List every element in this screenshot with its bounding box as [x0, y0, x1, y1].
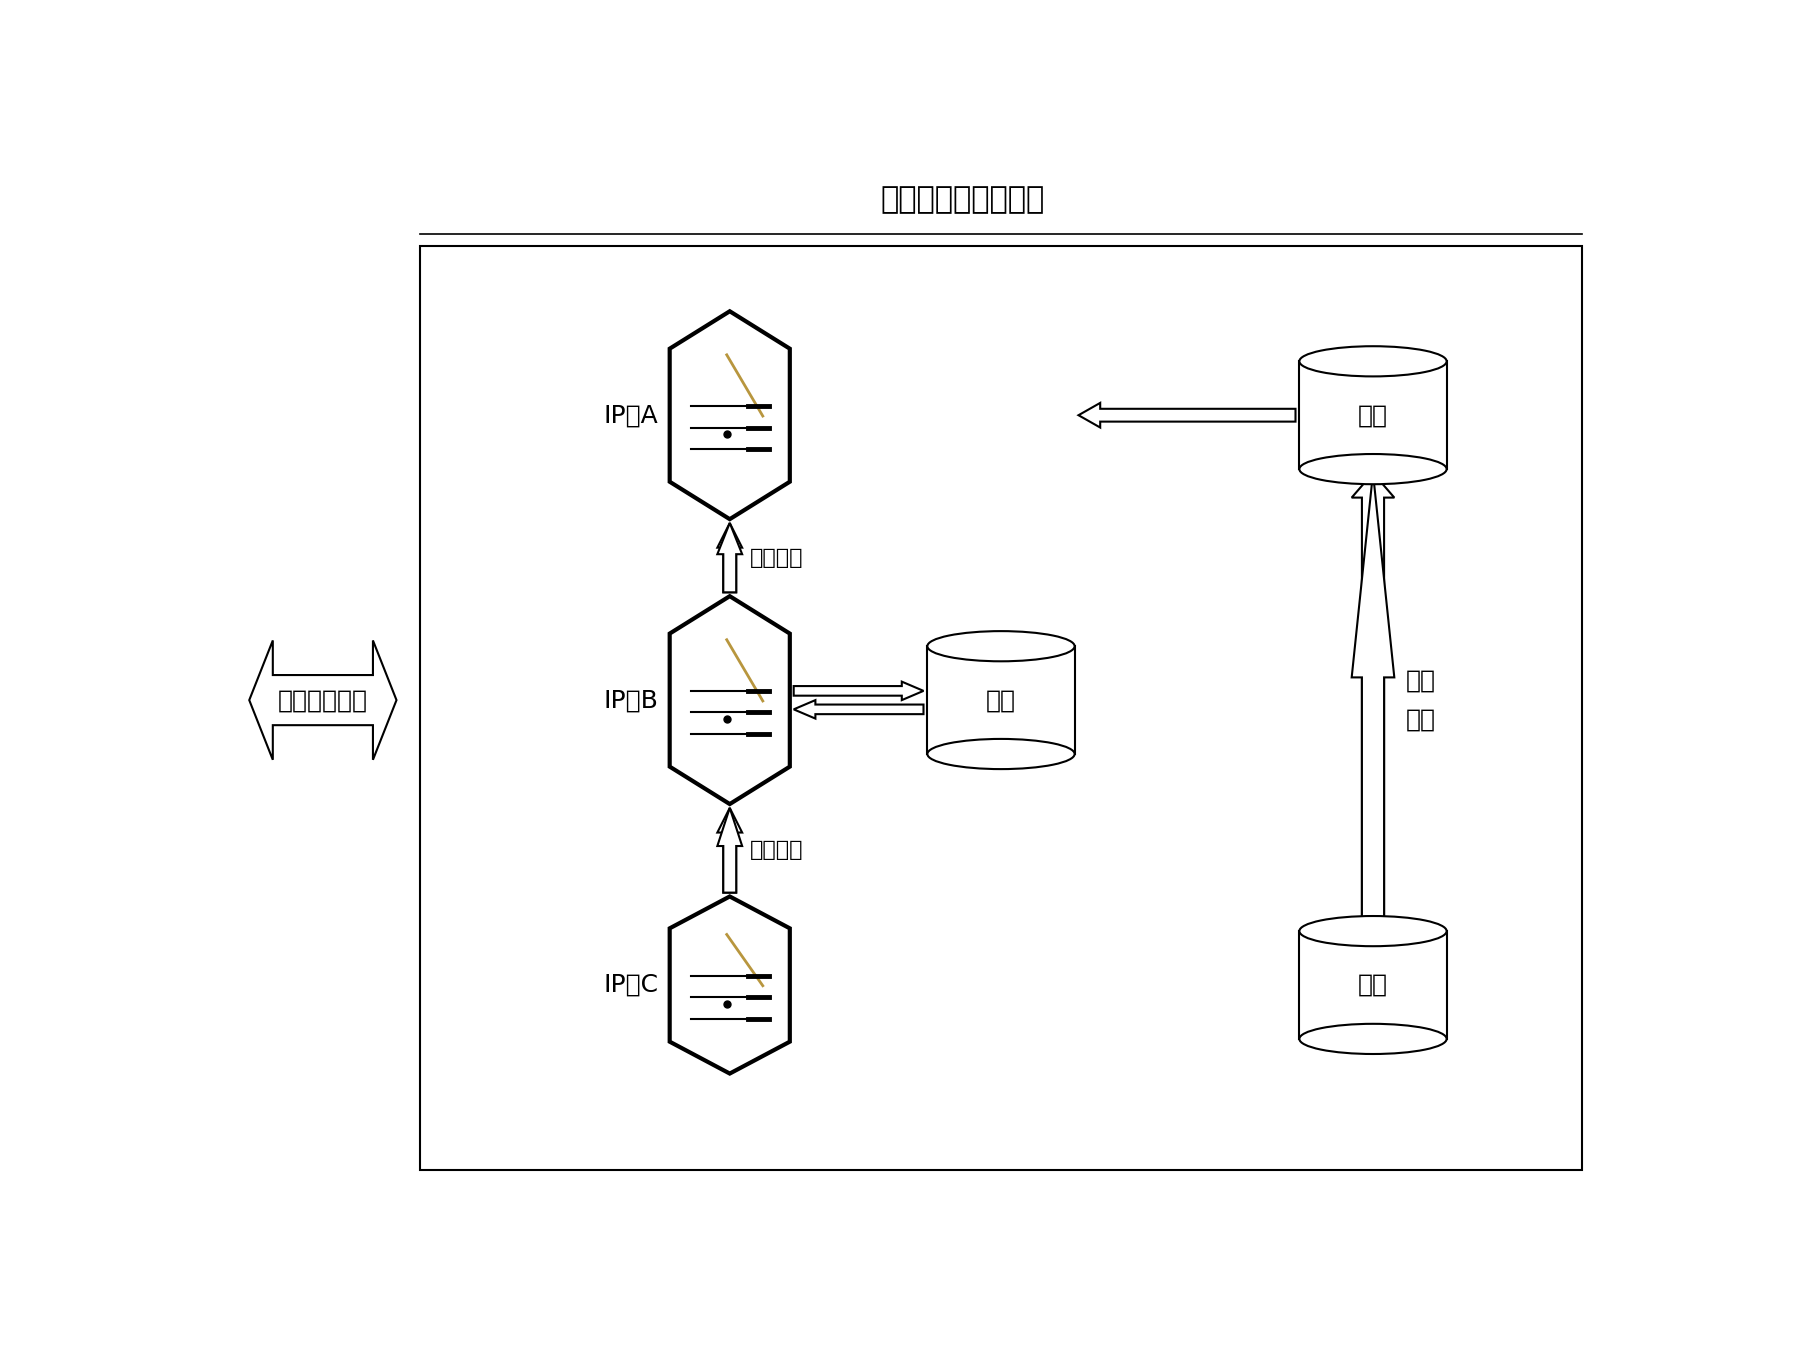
Bar — [927, 646, 1073, 754]
Ellipse shape — [1299, 1024, 1446, 1054]
Text: 数据
同步: 数据 同步 — [1406, 669, 1435, 731]
Text: 用户操作任务: 用户操作任务 — [278, 688, 367, 712]
Text: 消息队列: 消息队列 — [750, 548, 802, 568]
Text: 数据: 数据 — [985, 688, 1016, 712]
Text: IP：B: IP：B — [604, 688, 658, 712]
Bar — [1299, 931, 1446, 1039]
Text: 数据: 数据 — [1357, 403, 1388, 428]
Polygon shape — [717, 808, 741, 893]
Polygon shape — [793, 681, 923, 700]
Ellipse shape — [927, 631, 1073, 661]
Ellipse shape — [1299, 455, 1446, 484]
Text: 消息队列: 消息队列 — [750, 840, 802, 861]
Polygon shape — [669, 596, 790, 804]
Ellipse shape — [1299, 347, 1446, 376]
Bar — [1299, 362, 1446, 469]
Polygon shape — [793, 700, 923, 719]
Text: IP：A: IP：A — [604, 403, 658, 428]
Bar — [419, 246, 1581, 1170]
Text: 数据: 数据 — [1357, 973, 1388, 997]
Polygon shape — [717, 523, 741, 592]
Polygon shape — [669, 312, 790, 519]
Polygon shape — [249, 641, 396, 759]
Ellipse shape — [927, 739, 1073, 769]
Polygon shape — [669, 897, 790, 1074]
Polygon shape — [717, 523, 741, 592]
Polygon shape — [1079, 403, 1296, 428]
Polygon shape — [1352, 473, 1393, 927]
Polygon shape — [1352, 473, 1393, 927]
Ellipse shape — [1299, 916, 1446, 946]
Text: IP：C: IP：C — [604, 973, 658, 997]
Polygon shape — [717, 808, 741, 893]
Text: 分布式存储管理软件: 分布式存储管理软件 — [880, 185, 1044, 214]
